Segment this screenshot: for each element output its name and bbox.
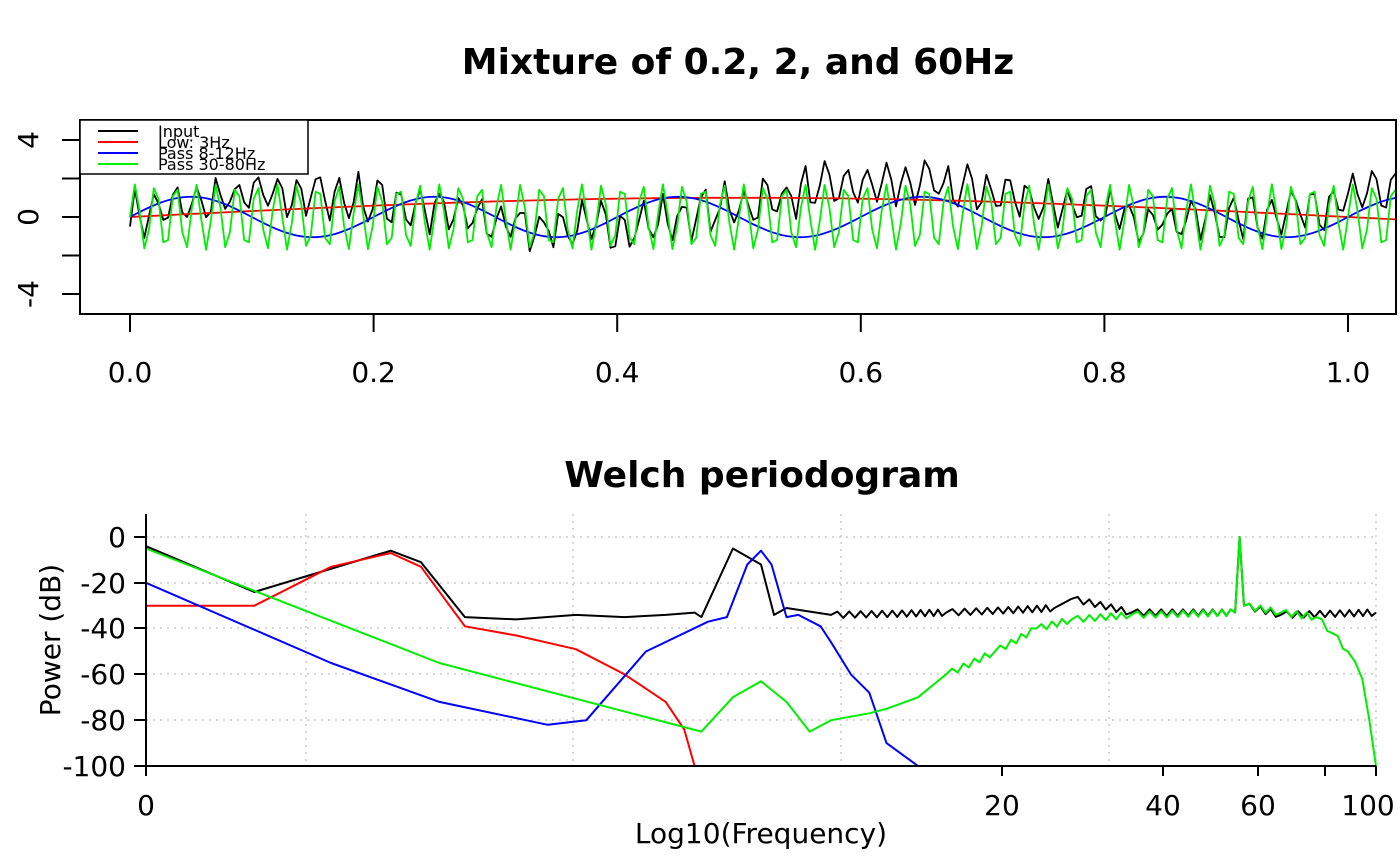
top-series-pass-30-80hz [129,183,1397,251]
top-y-tick-label: 0 [12,208,45,226]
bottom-x-tick-label: 0 [137,789,155,822]
top-x-tick-label: 0.0 [108,356,153,389]
bottom-x-axis-label: Log10(Frequency) [635,817,887,850]
top-legend: Input Low: 3Hz Pass 8-12Hz Pass 30-80Hz [79,119,309,175]
bottom-x-tick-label: 60 [1240,789,1276,822]
bottom-y-tick-label: -80 [80,704,126,737]
periodogram-series-input [145,536,1377,621]
top-y-tick-label: -4 [12,280,45,308]
top-y-tick-label: 4 [12,131,45,149]
bottom-y-tick-label: -60 [80,658,126,691]
bottom-chart-title: Welch periodogram [564,455,960,496]
top-series-group [129,159,1397,253]
bottom-y-tick-label: 0 [108,521,126,554]
bottom-x-tick-label: 20 [984,789,1020,822]
top-y-ticks [62,139,80,295]
bottom-y-ticks [134,536,146,767]
legend-label-pass-30-80: Pass 30-80Hz [158,155,265,174]
top-x-ticks [129,314,1349,332]
periodogram-series-pass-30-80hz [145,536,1377,767]
periodogram-series-pass-8-12hz [145,549,919,767]
top-series-pass-8-12hz [129,195,1396,239]
top-x-tick-label: 1.0 [1326,356,1371,389]
bottom-x-ticks [145,766,1377,776]
bottom-y-tick-label: -100 [62,750,126,783]
legend-label-pass-8-12: Pass 8-12Hz [158,144,255,163]
legend-label-low: Low: 3Hz [158,133,230,152]
top-x-tick-label: 0.8 [1082,356,1127,389]
top-x-tick-label: 0.2 [351,356,396,389]
top-chart-title: Mixture of 0.2, 2, and 60Hz [462,42,1015,83]
bottom-y-tick-label: -40 [80,612,126,645]
top-x-tick-label: 0.4 [595,356,640,389]
bottom-series-group [145,536,1377,767]
legend-label-input: Input [158,122,199,141]
periodogram-series-low-3hz [146,552,696,767]
bottom-y-axis-label: Power (dB) [34,564,67,716]
top-x-tick-label: 0.6 [839,356,884,389]
bottom-x-tick-label: 100 [1341,789,1394,822]
bottom-x-tick-label: 40 [1145,789,1181,822]
bottom-y-tick-label: -20 [80,567,126,600]
